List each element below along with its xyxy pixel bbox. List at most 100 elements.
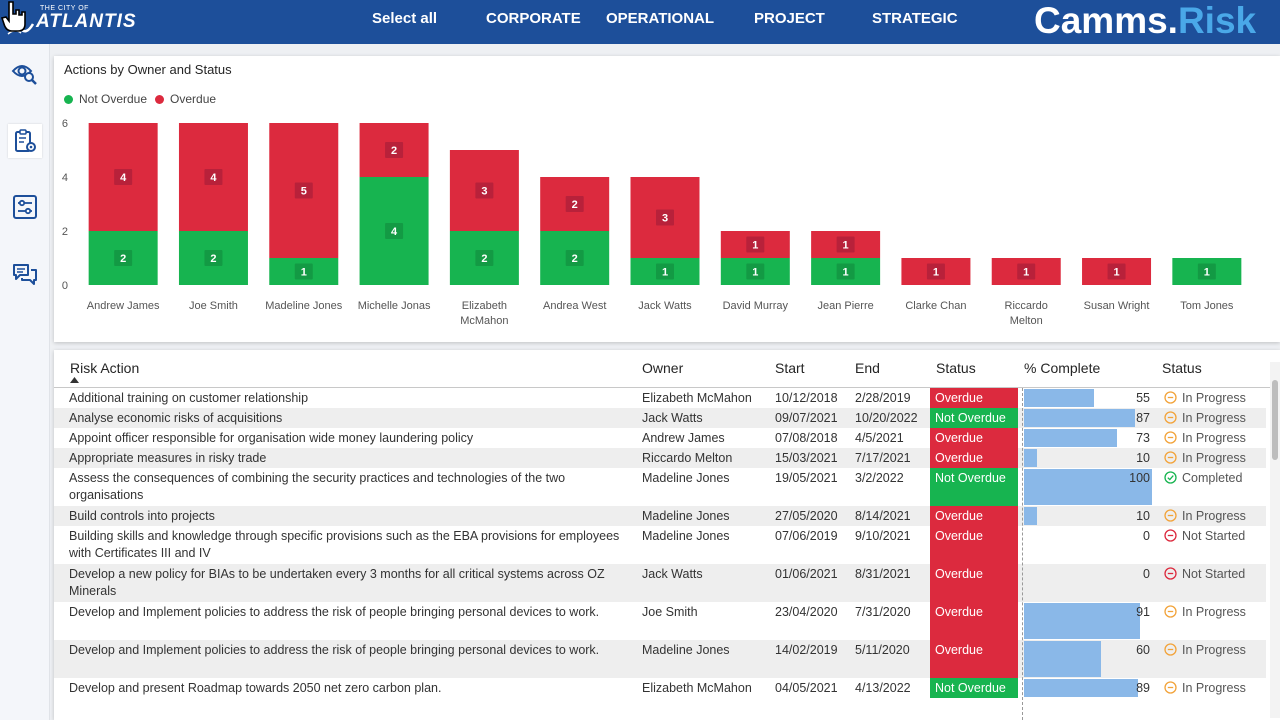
chat-icon[interactable] <box>8 258 42 292</box>
data-label-bg <box>114 169 133 185</box>
x-category-label: Jean Pierre <box>817 300 873 312</box>
data-label: 4 <box>210 172 217 184</box>
x-category-label: Madeline Jones <box>265 300 343 312</box>
cell-owner: Andrew James <box>642 431 725 445</box>
minus-circle-amber-icon <box>1164 509 1177 522</box>
header-status[interactable]: Status <box>936 360 976 376</box>
scrollbar-thumb[interactable] <box>1272 380 1278 460</box>
cell-start: 07/08/2018 <box>775 431 838 445</box>
cell-risk-action: Build controls into projects <box>69 509 215 523</box>
cell-risk-action: Appropriate measures in risky trade <box>69 451 267 465</box>
cell-progress-status: In Progress <box>1164 450 1246 467</box>
top-bar: THE CITY OF ATLANTIS Select all CORPORAT… <box>0 0 1280 44</box>
header-owner[interactable]: Owner <box>642 360 684 376</box>
cell-end: 3/2/2022 <box>855 471 904 485</box>
percent-value: 10 <box>1136 509 1150 523</box>
cell-percent-complete: 73 <box>1022 428 1154 448</box>
data-label-bg <box>836 236 855 253</box>
nav-select-all[interactable]: Select all <box>372 10 438 27</box>
header-start[interactable]: Start <box>775 360 805 376</box>
legend-overdue[interactable]: Overdue <box>170 92 217 106</box>
sidebar <box>0 44 50 720</box>
cell-status: Overdue <box>930 506 1018 526</box>
y-tick-label: 0 <box>62 280 68 292</box>
cell-progress-status: Not Started <box>1164 566 1245 583</box>
cell-percent-complete: 0 <box>1022 526 1154 564</box>
cell-start: 01/06/2021 <box>775 567 838 581</box>
nav-strategic[interactable]: STRATEGIC <box>872 10 958 27</box>
progress-status-label: Completed <box>1182 471 1243 485</box>
table-row[interactable]: Develop and Implement policies to addres… <box>54 640 1266 678</box>
cell-risk-action: Additional training on customer relation… <box>69 391 309 405</box>
minus-circle-amber-icon <box>1164 431 1177 444</box>
legend-not-overdue[interactable]: Not Overdue <box>79 92 148 106</box>
table-row[interactable]: Assess the consequences of combining the… <box>54 468 1266 506</box>
eye-search-icon[interactable] <box>8 56 42 90</box>
cell-status: Overdue <box>930 564 1018 602</box>
data-label-bg <box>204 250 223 266</box>
table-row[interactable]: Develop and Implement policies to addres… <box>54 602 1266 640</box>
cell-owner: Madeline Jones <box>642 529 730 543</box>
header-percent-complete[interactable]: % Complete <box>1024 360 1101 376</box>
cell-start: 07/06/2019 <box>775 529 838 543</box>
header-end[interactable]: End <box>855 360 880 376</box>
minus-circle-amber-icon <box>1164 681 1177 694</box>
cell-percent-complete: 0 <box>1022 564 1154 602</box>
y-tick-label: 4 <box>62 172 68 184</box>
cell-progress-status: In Progress <box>1164 410 1246 427</box>
cell-status: Overdue <box>930 640 1018 678</box>
percent-value: 55 <box>1136 391 1150 405</box>
percent-bar <box>1024 409 1135 427</box>
nav-corporate[interactable]: CORPORATE <box>486 10 581 27</box>
data-label-bg <box>294 182 313 199</box>
cell-progress-status: In Progress <box>1164 604 1246 621</box>
data-label: 1 <box>1113 267 1119 279</box>
percent-bar <box>1024 603 1140 639</box>
chart-title: Actions by Owner and Status <box>64 62 232 77</box>
x-category-label: Joe Smith <box>189 300 238 312</box>
data-label-bg <box>656 209 674 226</box>
table-row[interactable]: Build controls into projects Madeline Jon… <box>54 506 1266 526</box>
sliders-icon[interactable] <box>8 190 42 224</box>
percent-value: 89 <box>1136 681 1150 695</box>
data-label-bg <box>385 223 404 239</box>
sort-ascending-icon[interactable] <box>70 377 79 383</box>
nav-operational[interactable]: OPERATIONAL <box>606 10 715 27</box>
x-category-label: David Murray <box>723 300 789 312</box>
cell-risk-action: Analyse economic risks of acquisitions <box>69 411 283 425</box>
table-row[interactable]: Analyse economic risks of acquisitions Ja… <box>54 408 1266 428</box>
cell-risk-action: Develop and Implement policies to addres… <box>69 605 600 619</box>
header-progress-status[interactable]: Status <box>1162 360 1202 376</box>
data-label-bg <box>565 196 584 212</box>
table-scrollbar[interactable] <box>1270 362 1280 718</box>
table-row[interactable]: Appoint officer responsible for organisa… <box>54 428 1266 448</box>
legend-dot-not-overdue <box>64 94 73 104</box>
cell-progress-status: In Progress <box>1164 642 1246 659</box>
table-row[interactable]: Building skills and knowledge through sp… <box>54 526 1266 564</box>
table-row[interactable]: Additional training on customer relation… <box>54 388 1266 408</box>
legend-dot-overdue <box>155 94 165 104</box>
chart-panel: 0 2 4 6 2 4 Andrew James 2 4 Joe Smith 1 5 Madeline … <box>54 56 1280 342</box>
table-row[interactable]: Appropriate measures in risky trade Ricca… <box>54 448 1266 468</box>
cell-owner: Elizabeth McMahon <box>642 391 752 405</box>
city-logo: THE CITY OF ATLANTIS <box>0 0 150 44</box>
nav-project[interactable]: PROJECT <box>754 10 825 27</box>
cell-owner: Madeline Jones <box>642 509 730 523</box>
cell-progress-status: In Progress <box>1164 508 1246 525</box>
cell-end: 10/20/2022 <box>855 411 918 425</box>
table-row[interactable]: Develop a new policy for BIAs to be unde… <box>54 564 1266 602</box>
percent-bar <box>1024 641 1101 677</box>
header-risk-action[interactable]: Risk Action <box>70 360 140 376</box>
data-label: 1 <box>752 240 758 252</box>
data-label-bg <box>1017 263 1036 280</box>
data-label-bg <box>475 182 494 199</box>
cell-owner: Madeline Jones <box>642 643 730 657</box>
clipboard-gear-icon[interactable] <box>8 124 42 158</box>
table-header: Risk Action Owner Start End Status % Com… <box>54 350 1280 388</box>
data-label-bg <box>746 236 765 253</box>
cell-end: 9/10/2021 <box>855 529 911 543</box>
table-row[interactable]: Develop and present Roadmap towards 2050… <box>54 678 1266 698</box>
cell-start: 23/04/2020 <box>775 605 838 619</box>
data-label-bg <box>475 250 494 266</box>
brand-part2: Risk <box>1177 0 1257 41</box>
